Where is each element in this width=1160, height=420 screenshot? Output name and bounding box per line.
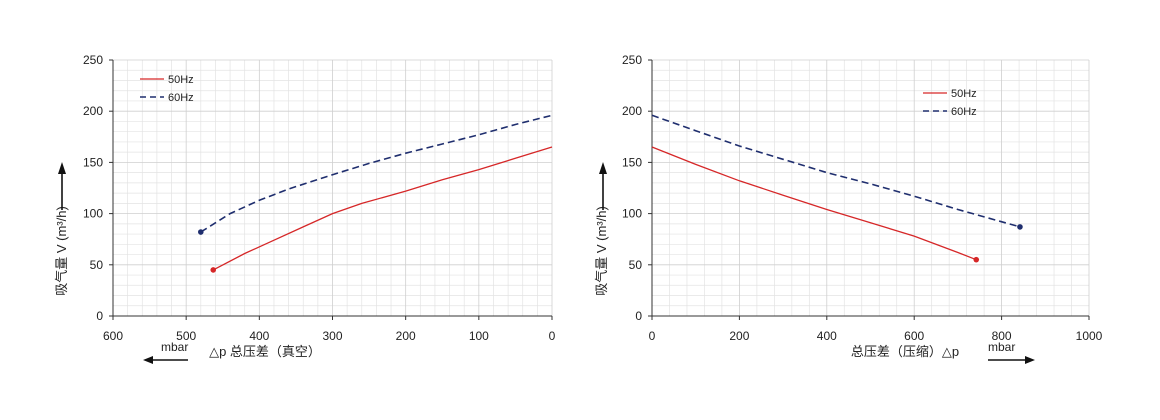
- y-axis-label: 吸气量 V (m³/h): [54, 206, 69, 296]
- y-axis-label: 吸气量 V (m³/h): [594, 206, 609, 296]
- y-tick-label: 100: [622, 207, 642, 221]
- series-end-point: [210, 267, 217, 273]
- x-axis-unit: mbar: [161, 340, 188, 354]
- x-tick-label: 600: [103, 329, 123, 343]
- y-tick-label: 0: [635, 309, 642, 323]
- grid: [652, 60, 1089, 316]
- series-end-point: [198, 229, 204, 235]
- x-tick-label: 200: [729, 329, 749, 343]
- y-tick-label: 150: [622, 155, 642, 169]
- x-tick-label: 500: [176, 329, 196, 343]
- y-tick-label: 150: [83, 155, 103, 169]
- y-tick-label: 250: [622, 53, 642, 67]
- x-tick-label: 400: [817, 329, 837, 343]
- x-tick-label: 200: [396, 329, 416, 343]
- legend-label: 50Hz: [168, 74, 194, 86]
- y-tick-label: 200: [622, 104, 642, 118]
- x-axis-unit: mbar: [988, 340, 1015, 354]
- x-tick-label: 1000: [1076, 329, 1103, 343]
- y-tick-label: 50: [629, 258, 643, 272]
- x-axis-label: 总压差（压缩）△p: [851, 344, 959, 359]
- y-tick-label: 250: [83, 53, 103, 67]
- x-tick-label: 0: [549, 329, 556, 343]
- x-tick-label: 300: [322, 329, 342, 343]
- y-axis-arrow-head: [599, 162, 607, 174]
- x-axis-label: △p 总压差（真空）: [209, 344, 321, 359]
- x-tick-label: 800: [992, 329, 1012, 343]
- x-tick-label: 0: [649, 329, 656, 343]
- y-axis-arrow-head: [58, 162, 66, 174]
- x-axis-arrow-head: [1025, 356, 1035, 364]
- plot-area: [652, 60, 1089, 316]
- legend: 50Hz 60Hz: [140, 74, 194, 104]
- series-line-50hz: [212, 146, 553, 271]
- y-tick-label: 100: [83, 207, 103, 221]
- series-end-point: [1017, 224, 1023, 230]
- x-tick-label: 600: [904, 329, 924, 343]
- legend-label: 60Hz: [951, 106, 977, 118]
- series-line-60hz: [651, 114, 1021, 228]
- series-line-50hz: [651, 146, 977, 261]
- legend: 50Hz 60Hz: [923, 88, 977, 118]
- legend-label: 50Hz: [951, 88, 977, 100]
- chart-2: 0 200 400 600 800 1000 0 50 100 150 200 250 50Hz 60Hz…: [594, 53, 1103, 364]
- x-tick-label: 400: [249, 329, 269, 343]
- x-axis-arrow-head: [143, 356, 153, 364]
- y-tick-label: 0: [96, 309, 103, 323]
- chart-1: 600 500 400 300 200 100 0 0 50 100 150 200 250 50Hz 60…: [54, 53, 556, 364]
- legend-label: 60Hz: [168, 92, 194, 104]
- x-tick-label: 100: [469, 329, 489, 343]
- y-tick-label: 50: [90, 258, 104, 272]
- series-line-60hz: [200, 114, 553, 233]
- y-tick-label: 200: [83, 104, 103, 118]
- series-end-point: [973, 256, 980, 263]
